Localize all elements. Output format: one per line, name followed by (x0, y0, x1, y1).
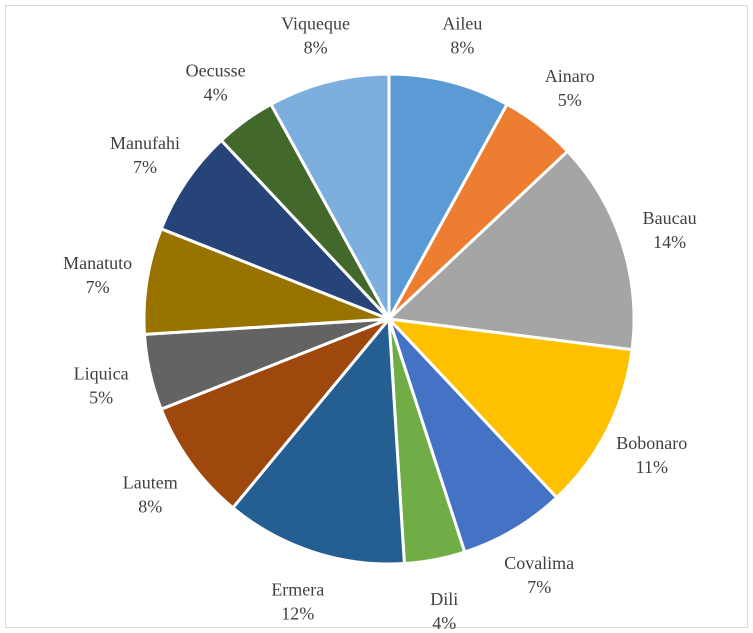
chart-area: Aileu 8% Ainaro 5% Baucau 14% Bobonaro 11% Coval… (5, 5, 748, 629)
slice-label-bobonaro: Bobonaro 11% (616, 433, 687, 477)
slice-percent-label: 12% (281, 604, 314, 624)
slice-category-name: Covalima (504, 553, 574, 573)
slice-label-covalima: Covalima 7% (504, 553, 574, 597)
slice-label-manatuto: Manatuto 7% (63, 253, 132, 297)
slice-category-name: Manatuto (63, 253, 132, 273)
slice-label-oecusse: Oecusse 4% (186, 60, 246, 104)
pie-slice-viqueque (269, 72, 391, 321)
slice-category-name: Dili (430, 589, 458, 609)
pie-slice-bobonaro (387, 317, 634, 500)
pie-slices (142, 72, 636, 566)
pie-slice-baucau (387, 149, 636, 352)
slice-percent-label: 8% (138, 496, 162, 516)
slice-percent-label: 5% (89, 387, 113, 407)
slice-percent-label: 4% (432, 613, 456, 629)
slice-category-name: Baucau (643, 208, 697, 228)
pie-slice-lautem (159, 317, 391, 510)
pie-chart: Aileu 8% Ainaro 5% Baucau 14% Bobonaro 11% Coval… (63, 13, 696, 629)
slice-category-name: Bobonaro (616, 433, 687, 453)
slice-percent-label: 11% (636, 457, 668, 477)
slice-category-name: Aileu (442, 13, 482, 33)
slice-percent-label: 14% (653, 232, 686, 252)
slice-label-lautem: Lautem 8% (123, 472, 178, 516)
slice-percent-label: 7% (527, 577, 551, 597)
slice-category-name: Oecusse (186, 60, 246, 80)
pie-slice-manufahi (159, 138, 391, 321)
slice-category-name: Manufahi (110, 133, 180, 153)
slice-percent-label: 8% (450, 37, 474, 57)
slice-label-dili: Dili 4% (430, 589, 458, 629)
slice-label-aileu: Aileu 8% (442, 13, 482, 57)
slice-label-viqueque: Viqueque 8% (281, 13, 350, 57)
slice-label-ermera: Ermera 12% (271, 580, 324, 624)
slice-category-name: Ainaro (545, 66, 595, 86)
pie-slice-covalima (387, 317, 559, 554)
slice-category-name: Ermera (271, 580, 324, 600)
slice-percent-label: 4% (204, 84, 228, 104)
slice-percent-label: 8% (304, 37, 328, 57)
slice-label-baucau: Baucau 14% (643, 208, 697, 252)
pie-slice-manatuto (142, 227, 391, 336)
pie-slice-aileu (387, 72, 509, 321)
slice-label-liquica: Liquica 5% (74, 363, 129, 407)
slice-percent-label: 7% (133, 157, 157, 177)
slice-label-ainaro: Ainaro 5% (545, 66, 595, 110)
slice-category-name: Lautem (123, 472, 178, 492)
slice-percent-label: 7% (86, 277, 110, 297)
slice-label-manufahi: Manufahi 7% (110, 133, 180, 177)
slice-labels: Aileu 8% Ainaro 5% Baucau 14% Bobonaro 11% Coval… (63, 13, 696, 629)
slice-category-name: Viqueque (281, 13, 350, 33)
slice-category-name: Liquica (74, 363, 129, 383)
pie-slice-ermera (231, 317, 406, 566)
slice-percent-label: 5% (558, 90, 582, 110)
